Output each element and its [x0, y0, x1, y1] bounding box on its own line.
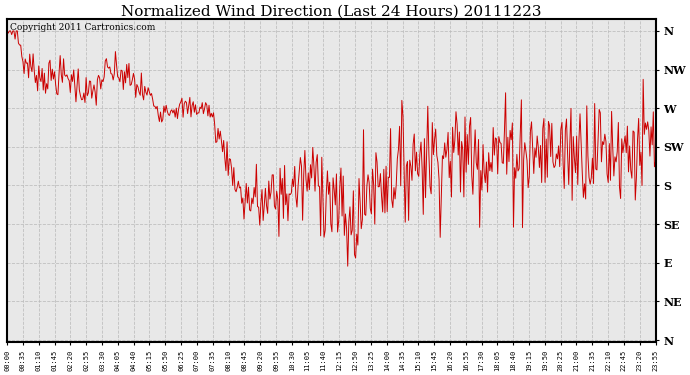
Title: Normalized Wind Direction (Last 24 Hours) 20111223: Normalized Wind Direction (Last 24 Hours… [121, 4, 542, 18]
Text: Copyright 2011 Cartronics.com: Copyright 2011 Cartronics.com [10, 22, 156, 32]
